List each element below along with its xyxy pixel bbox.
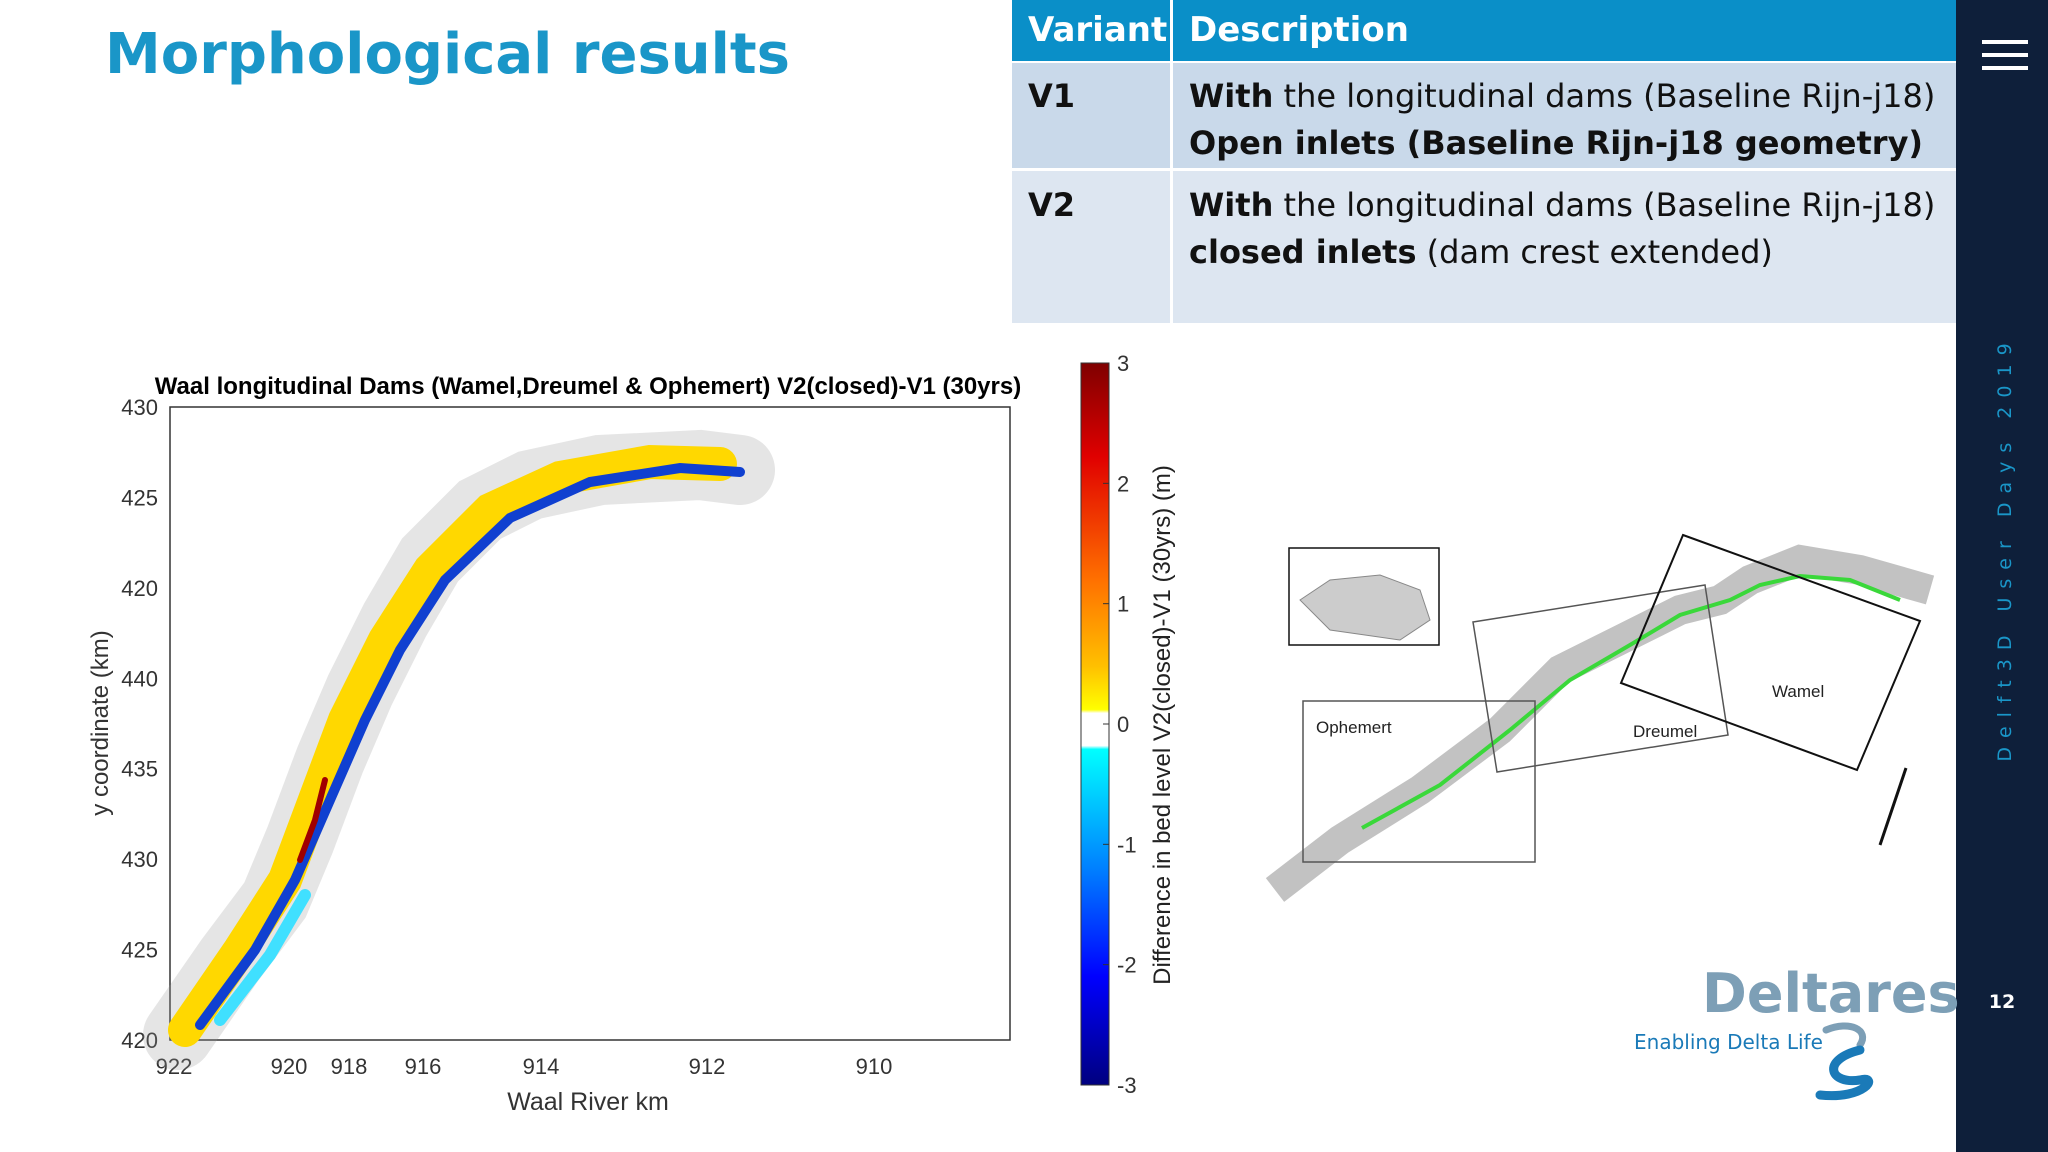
- description-line: With the longitudinal dams (Baseline Rij…: [1189, 73, 1946, 120]
- table-rule: [1170, 0, 1173, 323]
- text-run: Open inlets (Baseline Rijn-j18 geometry): [1189, 124, 1924, 162]
- description-line: closed inlets (dam crest extended): [1189, 229, 1946, 276]
- x-tick-label: 912: [689, 1054, 726, 1079]
- y-tick-label: 420: [121, 576, 158, 601]
- variant-cell: V1: [1012, 61, 1170, 168]
- description-line: Open inlets (Baseline Rijn-j18 geometry): [1189, 120, 1946, 167]
- text-run: With: [1189, 186, 1274, 224]
- x-axis-label: Waal River km: [507, 1088, 669, 1116]
- y-tick-label: 425: [121, 938, 158, 963]
- y-tick-label: 425: [121, 485, 158, 510]
- figure: Waal longitudinal Dams (Wamel,Dreumel & …: [87, 351, 1935, 1116]
- plot-frame: [169, 406, 1011, 1041]
- description-cell: With the longitudinal dams (Baseline Rij…: [1173, 61, 1962, 168]
- table-rule: [1012, 61, 1962, 63]
- figure-title: Waal longitudinal Dams (Wamel,Dreumel & …: [155, 373, 1021, 400]
- sidebar: [1956, 0, 2048, 1152]
- x-tick-label: 922: [156, 1054, 193, 1079]
- colorbar-tick-label: -2: [1117, 953, 1137, 978]
- text-run: closed inlets: [1189, 233, 1417, 271]
- map-label: Wamel: [1772, 682, 1824, 701]
- variant-cell: V2: [1012, 170, 1170, 323]
- text-run: (dam crest extended): [1416, 233, 1773, 271]
- x-tick-label: 920: [271, 1054, 308, 1079]
- x-tick-label: 914: [523, 1054, 560, 1079]
- description-line: With the longitudinal dams (Baseline Rij…: [1189, 182, 1946, 229]
- table-header: Variant: [1012, 0, 1170, 61]
- text-run: With: [1189, 77, 1274, 115]
- event-name: Delft3D User Days 2019: [1994, 334, 2016, 762]
- description-cell: With the longitudinal dams (Baseline Rij…: [1173, 170, 1962, 323]
- variant-table: Variant Description V1 With the longitudi…: [1012, 0, 1962, 323]
- colorbar-label: Difference in bed level V2(closed)-V1 (3…: [1149, 465, 1176, 985]
- colorbar-tick-label: 3: [1117, 351, 1129, 376]
- text-run: the longitudinal dams (Baseline Rijn-j18…: [1273, 186, 1936, 224]
- logo-tagline: Enabling Delta Life: [1634, 1030, 1823, 1054]
- y-tick-label: 430: [121, 395, 158, 420]
- x-tick-label: 918: [331, 1054, 368, 1079]
- map-label: Ophemert: [1316, 718, 1392, 737]
- table-rule: [1012, 168, 1962, 171]
- y-tick-label: 440: [121, 666, 158, 691]
- inset-map: [1265, 533, 1935, 902]
- y-tick-label: 430: [121, 847, 158, 872]
- y-tick-label: 435: [121, 757, 158, 782]
- logo-brand: Deltares: [1702, 962, 1960, 1025]
- x-tick-label: 916: [405, 1054, 442, 1079]
- colorbar-tick-label: 0: [1117, 712, 1129, 737]
- river-field: [143, 429, 775, 1070]
- slide-title: Morphological results: [105, 22, 790, 87]
- y-tick-label: 420: [121, 1028, 158, 1053]
- logo-icon: [1815, 1022, 1874, 1101]
- colorbar-tick-label: -1: [1117, 832, 1137, 857]
- map-label: Dreumel: [1633, 722, 1697, 741]
- colorbar-tick-label: 1: [1117, 592, 1129, 617]
- x-tick-label: 910: [856, 1054, 893, 1079]
- y-axis-label: y coordinate (km): [87, 630, 114, 815]
- menu-icon[interactable]: [1956, 0, 2048, 80]
- page-number: 12: [1988, 991, 2016, 1013]
- table-header: Description: [1173, 0, 1962, 61]
- text-run: the longitudinal dams (Baseline Rijn-j18…: [1273, 77, 1936, 115]
- colorbar-tick-label: 2: [1117, 471, 1129, 496]
- colorbar-tick-label: -3: [1117, 1073, 1137, 1098]
